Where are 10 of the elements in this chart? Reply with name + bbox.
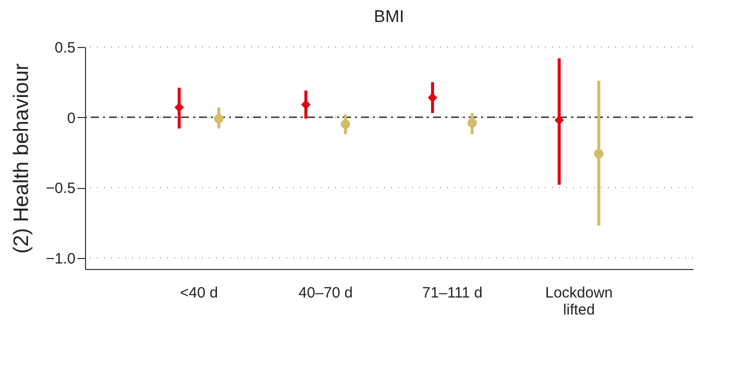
x-tick-label: 40–70 d — [298, 284, 353, 302]
y-axis-title: (2) Health behaviour — [10, 63, 33, 254]
x-tick-label: Lockdown lifted — [545, 284, 613, 318]
x-tick-label: <40 d — [180, 284, 218, 302]
y-tick-label: 0 — [67, 110, 76, 127]
y-tick-label: −0.5 — [46, 180, 76, 198]
chart-title: BMI — [374, 7, 404, 26]
y-tick-label: 0.5 — [54, 40, 76, 56]
x-tick-label: 71–111 d — [422, 284, 483, 302]
y-tick-label: −1.0 — [46, 250, 76, 268]
